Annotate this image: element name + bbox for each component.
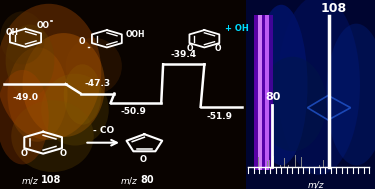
Text: O: O bbox=[20, 149, 27, 158]
Text: OOH: OOH bbox=[126, 30, 146, 39]
Text: -47.3: -47.3 bbox=[84, 79, 111, 88]
Ellipse shape bbox=[8, 47, 68, 142]
Bar bbox=[254, 15, 266, 170]
Ellipse shape bbox=[0, 4, 101, 140]
Text: OO: OO bbox=[36, 21, 50, 30]
Text: 108: 108 bbox=[41, 175, 62, 185]
Text: 80: 80 bbox=[266, 92, 281, 102]
Text: -50.9: -50.9 bbox=[120, 107, 146, 116]
Text: -51.9: -51.9 bbox=[206, 112, 232, 121]
Ellipse shape bbox=[41, 74, 109, 146]
Bar bbox=[262, 15, 273, 170]
Text: O: O bbox=[79, 37, 85, 46]
Text: O: O bbox=[60, 149, 67, 158]
Ellipse shape bbox=[64, 64, 101, 125]
Ellipse shape bbox=[0, 70, 49, 164]
Text: OH: OH bbox=[5, 28, 18, 37]
Bar bbox=[0, 0, 246, 189]
Ellipse shape bbox=[326, 24, 375, 165]
Bar bbox=[258, 15, 262, 170]
Text: $m/z$: $m/z$ bbox=[21, 175, 39, 186]
Text: O: O bbox=[186, 44, 193, 53]
Ellipse shape bbox=[255, 5, 308, 165]
Ellipse shape bbox=[6, 25, 54, 96]
Ellipse shape bbox=[66, 38, 122, 94]
Ellipse shape bbox=[259, 57, 326, 151]
Text: -49.0: -49.0 bbox=[12, 93, 39, 102]
Ellipse shape bbox=[0, 11, 45, 64]
Ellipse shape bbox=[22, 33, 105, 137]
Text: 108: 108 bbox=[321, 2, 347, 15]
Text: - CO: - CO bbox=[93, 126, 114, 135]
Text: 80: 80 bbox=[141, 175, 154, 185]
Text: -39.4: -39.4 bbox=[171, 50, 197, 59]
Text: $m/z$: $m/z$ bbox=[120, 175, 139, 186]
Bar bbox=[266, 15, 269, 170]
Bar bbox=[246, 0, 375, 189]
Text: m/z: m/z bbox=[308, 180, 324, 189]
Text: O: O bbox=[215, 44, 221, 53]
Text: + OH: + OH bbox=[225, 24, 249, 33]
Ellipse shape bbox=[11, 100, 94, 172]
Ellipse shape bbox=[278, 0, 360, 175]
Text: O: O bbox=[140, 155, 147, 164]
